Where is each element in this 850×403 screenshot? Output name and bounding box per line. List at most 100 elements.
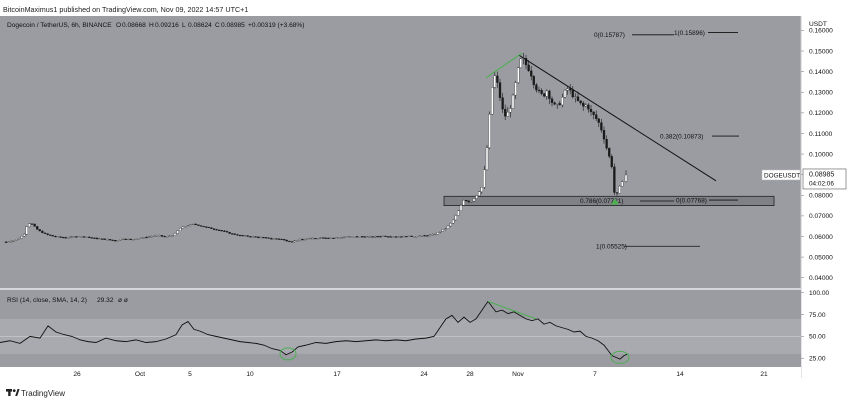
candle-body [285,239,288,242]
candle-body [280,238,283,240]
candle-body [75,236,78,238]
rsi-title: RSI (14, close, SMA, 14, 2) [7,297,87,304]
candle-body [116,240,119,242]
candle-body [483,169,486,188]
candle-body [381,235,385,237]
candle-body [467,200,470,203]
candle-body [20,236,23,239]
candle-body [608,148,611,157]
candle-body [444,228,447,230]
candles-layer [4,52,628,243]
candle-body [613,166,616,193]
candle-body [561,97,564,106]
candle-body [584,104,587,107]
candle-body [587,104,590,110]
ohlc-label: H [149,22,154,29]
candle-body [225,231,229,233]
candle-body [181,226,184,229]
candle-body [433,234,437,236]
rsi-tick-label: 75.00 [809,312,826,319]
candle-body [449,223,452,227]
candle-body [436,232,439,235]
candle-body [153,235,156,237]
candle-body [142,237,145,239]
ohlc-values: O 0.08668 H 0.09216 L 0.08624 C 0.08985 +0.00319… [116,22,304,29]
candle-body [621,181,624,187]
candle-body [537,89,541,92]
candle-body [511,94,515,109]
candle-body [197,224,200,226]
candle-body [488,114,491,149]
candle-body [340,237,343,239]
candle-body [605,139,608,149]
time-tick-label: 28 [466,371,474,378]
candle-body [472,198,476,202]
candle-body [470,201,473,203]
price-tick-label: 0.04000 [809,275,833,282]
candle-body [56,236,60,238]
time-tick-label: 17 [333,371,341,378]
candle-body [119,239,122,241]
candle-body [223,230,226,232]
candle-body [218,229,221,231]
rsi-oversold-marker [610,350,630,364]
candle-body [166,236,169,238]
ohlc-change: +0.00319 (+3.68%) [248,22,304,29]
candle-body [329,237,333,239]
candle-body [306,238,309,240]
candle-body [103,238,106,240]
candle-body [17,238,21,240]
candle-body [49,234,52,236]
candle-body [387,236,390,238]
ohlc-value: 0.08985 [221,22,245,29]
candle-body [563,90,567,98]
candle-body [145,237,148,239]
trendline-layer [485,52,717,205]
candle-body [23,234,26,237]
candle-body [556,103,559,105]
candle-body [38,229,41,232]
candle-body [501,97,504,110]
candle-body [579,100,582,104]
candle-body [332,237,335,239]
ohlc-label: O [116,22,121,29]
candle-body [504,108,507,117]
candle-body [77,236,80,238]
candle-body [184,226,187,228]
candle-body [90,237,93,239]
price-tick-label: 0.05000 [809,254,833,261]
ohlc-value: 0.09216 [155,22,179,29]
candle-body [10,241,13,243]
candle-body [288,240,291,243]
candle-body [277,238,281,240]
candle-body [509,108,512,113]
candle-body [101,238,104,240]
candle-body [205,226,208,228]
time-axis-bg [0,367,801,380]
symbol-tag-label: DOGEUSDT [764,172,800,179]
rsi-line [0,300,629,360]
ohlc-value: 0.08668 [122,22,146,29]
candle-body [150,236,153,238]
candle-body [376,236,379,238]
price-axis-bg [801,16,850,378]
candle-body [93,237,96,239]
candle-body [475,195,478,199]
candle-body [337,237,340,239]
symbol-tag [761,169,801,181]
candle-body [353,236,356,238]
candle-body [4,241,8,243]
candle-body [41,230,44,234]
candle-body [140,237,143,239]
candle-body [348,236,351,238]
candle-body [80,236,83,238]
candle-body [98,238,101,240]
candle-body [129,238,132,241]
time-tick-label: 10 [246,371,254,378]
candle-body [106,239,109,241]
candle-body [210,227,213,229]
rsi-value: 29.32 [97,297,114,304]
candle-body [384,235,387,237]
